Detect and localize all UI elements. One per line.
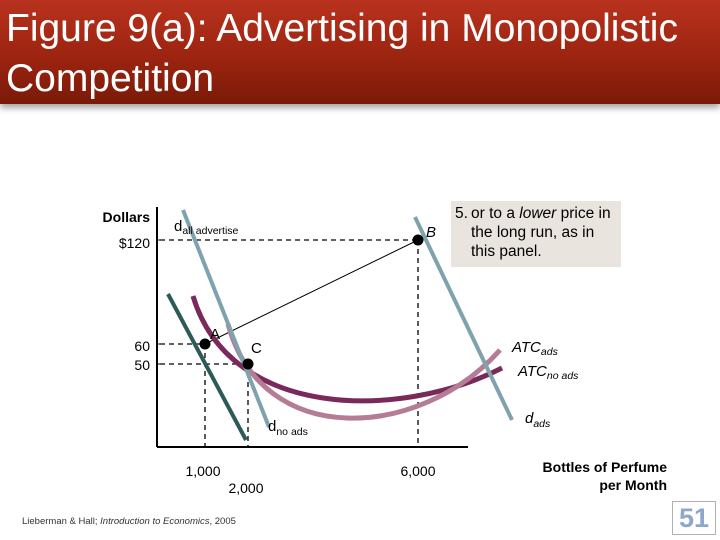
d-ads-line	[413, 216, 514, 421]
point-a	[199, 338, 211, 350]
label-d-no-ads: dno ads	[268, 418, 308, 438]
callout-text: or to a lower price in the long run, as …	[471, 205, 611, 260]
title-bar: Figure 9(a): Advertising in Monopolistic…	[0, 0, 720, 104]
label-point-a: A	[210, 326, 220, 343]
footer-citation: Lieberman & Hall; Introduction to Econom…	[22, 516, 236, 527]
d-no-ads-line	[166, 293, 248, 441]
label-point-b: B	[426, 224, 436, 241]
callout-number: 5.	[455, 205, 468, 222]
label-atc-ads: ATCads	[511, 339, 559, 358]
point-c	[242, 358, 254, 370]
x-axis-label-line2: per Month	[599, 477, 667, 493]
y-axis-label: Dollars	[103, 209, 151, 225]
point-b	[412, 234, 424, 246]
slide-title: Figure 9(a): Advertising in Monopolistic…	[6, 7, 678, 100]
d-all-advertise-line	[181, 209, 271, 428]
label-d-ads: dads	[525, 410, 551, 430]
y-tick-120: $120	[119, 235, 150, 251]
callout-box: 5. or to a lower price in the long run, …	[451, 201, 621, 267]
label-atc-no-ads: ATCno ads	[517, 363, 579, 382]
label-d-all-advertise: dall advertise	[174, 218, 239, 237]
x-tick-2000: 2,000	[228, 480, 263, 496]
a-to-b-line	[204, 239, 419, 345]
x-tick-1000: 1,000	[185, 463, 220, 479]
x-axis-label-line1: Bottles of Perfume	[543, 459, 668, 475]
y-tick-50: 50	[134, 357, 150, 373]
y-tick-60: 60	[134, 338, 150, 354]
label-point-c: C	[251, 340, 262, 357]
page-number: 51	[672, 501, 716, 535]
atc-ads-curve	[225, 323, 502, 421]
x-tick-6000: 6,000	[400, 463, 435, 479]
